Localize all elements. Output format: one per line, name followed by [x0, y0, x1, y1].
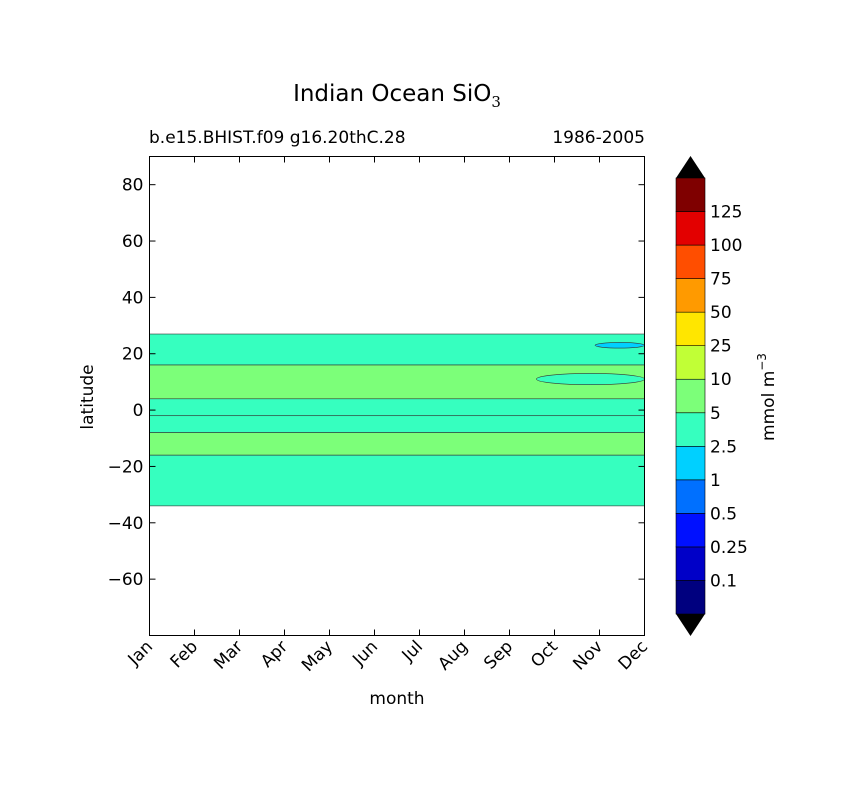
- y-axis-label: latitude: [78, 364, 98, 429]
- colorbar-tick-label: 50: [710, 303, 732, 323]
- x-tick-label: May: [298, 637, 337, 676]
- colorbar-tick-label: 5: [710, 404, 721, 424]
- colorbar-tick-label: 0.25: [710, 538, 748, 558]
- x-tick-label: Mar: [210, 637, 247, 674]
- colorbar-tick-label: 1: [710, 471, 721, 491]
- y-tick-label: −20: [108, 457, 144, 477]
- x-tick-label: Jul: [398, 637, 427, 666]
- colorbar-label: mmol m−3: [755, 353, 779, 441]
- contour-band: [149, 415, 645, 433]
- x-axis-label: month: [369, 689, 424, 709]
- x-tick-label: Sep: [480, 637, 517, 674]
- x-tick-label: Jun: [348, 637, 382, 671]
- colorbar-segment: [675, 378, 706, 414]
- colorbar-segment: [675, 311, 706, 346]
- colorbar-tick-label: 25: [710, 337, 732, 357]
- plot-area: [149, 333, 645, 507]
- colorbar-tick-label: 100: [710, 236, 742, 256]
- colorbar-segment: [675, 278, 706, 313]
- colorbar-tick-label: 0.5: [710, 504, 737, 524]
- y-tick-label: 40: [122, 288, 144, 308]
- contour-band: [149, 454, 645, 507]
- x-tick-label: Aug: [434, 637, 472, 675]
- contour-feature: [594, 342, 645, 349]
- colorbar-tick-label: 10: [710, 370, 732, 390]
- colorbar-segment: [675, 513, 706, 548]
- x-tick-label: Jan: [124, 637, 157, 670]
- colorbar-extend-min: [676, 614, 705, 636]
- contour-band: [149, 432, 645, 456]
- y-axis: 80 60 40 20 0 −20 −40 −60: [108, 176, 645, 590]
- colorbar-segment: [675, 412, 706, 447]
- y-tick-label: 60: [122, 232, 144, 252]
- x-tick-label: Oct: [527, 637, 562, 672]
- x-tick-label: Feb: [167, 637, 202, 672]
- y-tick-label: −60: [108, 570, 144, 590]
- chart-title: Indian Ocean SiO3: [293, 81, 501, 111]
- y-tick-label: 0: [133, 401, 144, 421]
- plot-frame: [149, 156, 645, 636]
- colorbar-segment: [675, 211, 706, 246]
- contour-band: [149, 398, 645, 417]
- x-tick-label: Nov: [569, 637, 607, 675]
- subtitle-left: b.e15.BHIST.f09 g16.20thC.28: [149, 128, 406, 148]
- colorbar: 0.1 0.25 0.5 1 2.5 5 10 25 50 75 100 125: [675, 156, 748, 636]
- contour-band: [149, 333, 645, 366]
- colorbar-segment: [675, 244, 706, 279]
- colorbar-segment: [675, 177, 706, 212]
- colorbar-segment: [675, 580, 706, 615]
- colorbar-tick-label: 125: [710, 203, 742, 223]
- y-tick-label: 80: [122, 176, 144, 196]
- colorbar-tick-label: 2.5: [710, 437, 737, 457]
- x-tick-label: Dec: [615, 637, 652, 674]
- x-tick-label: Apr: [257, 637, 292, 672]
- colorbar-segment: [675, 546, 706, 581]
- colorbar-segment: [675, 446, 706, 481]
- y-tick-label: −40: [108, 514, 144, 534]
- colorbar-tick-label: 75: [710, 270, 732, 290]
- colorbar-segment: [675, 479, 706, 514]
- contour-feature: [536, 373, 645, 386]
- colorbar-tick-label: 0.1: [710, 571, 737, 591]
- colorbar-extend-max: [676, 156, 705, 178]
- colorbar-segment: [675, 345, 706, 380]
- y-tick-label: 20: [122, 345, 144, 365]
- subtitle-right: 1986-2005: [552, 128, 645, 148]
